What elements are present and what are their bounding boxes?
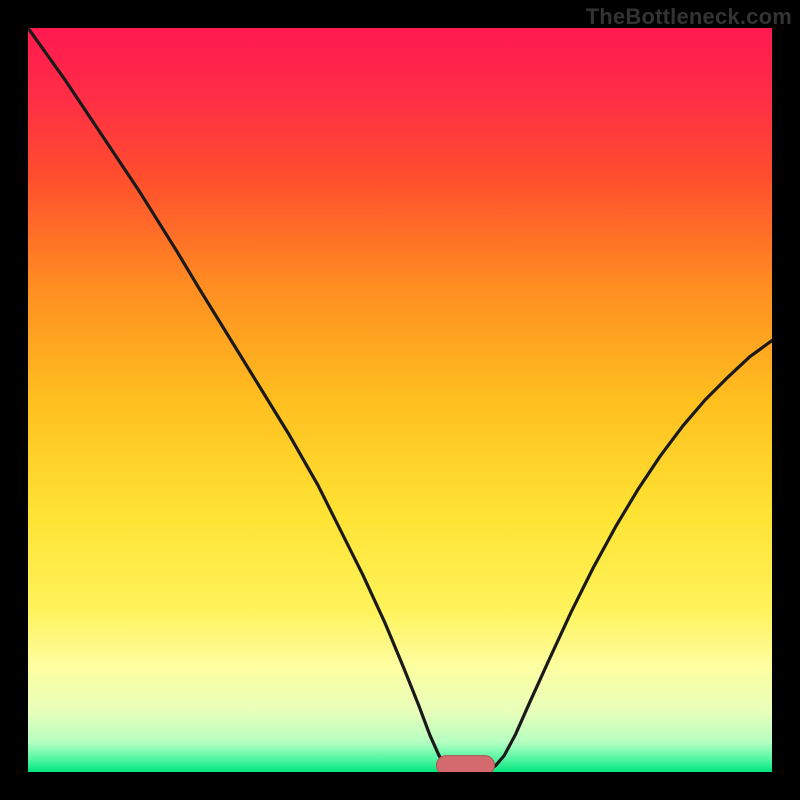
watermark-text: TheBottleneck.com	[586, 4, 792, 30]
chart-frame: TheBottleneck.com	[0, 0, 800, 800]
optimal-marker	[436, 756, 494, 772]
chart-svg	[28, 28, 772, 772]
plot-area	[28, 28, 772, 772]
